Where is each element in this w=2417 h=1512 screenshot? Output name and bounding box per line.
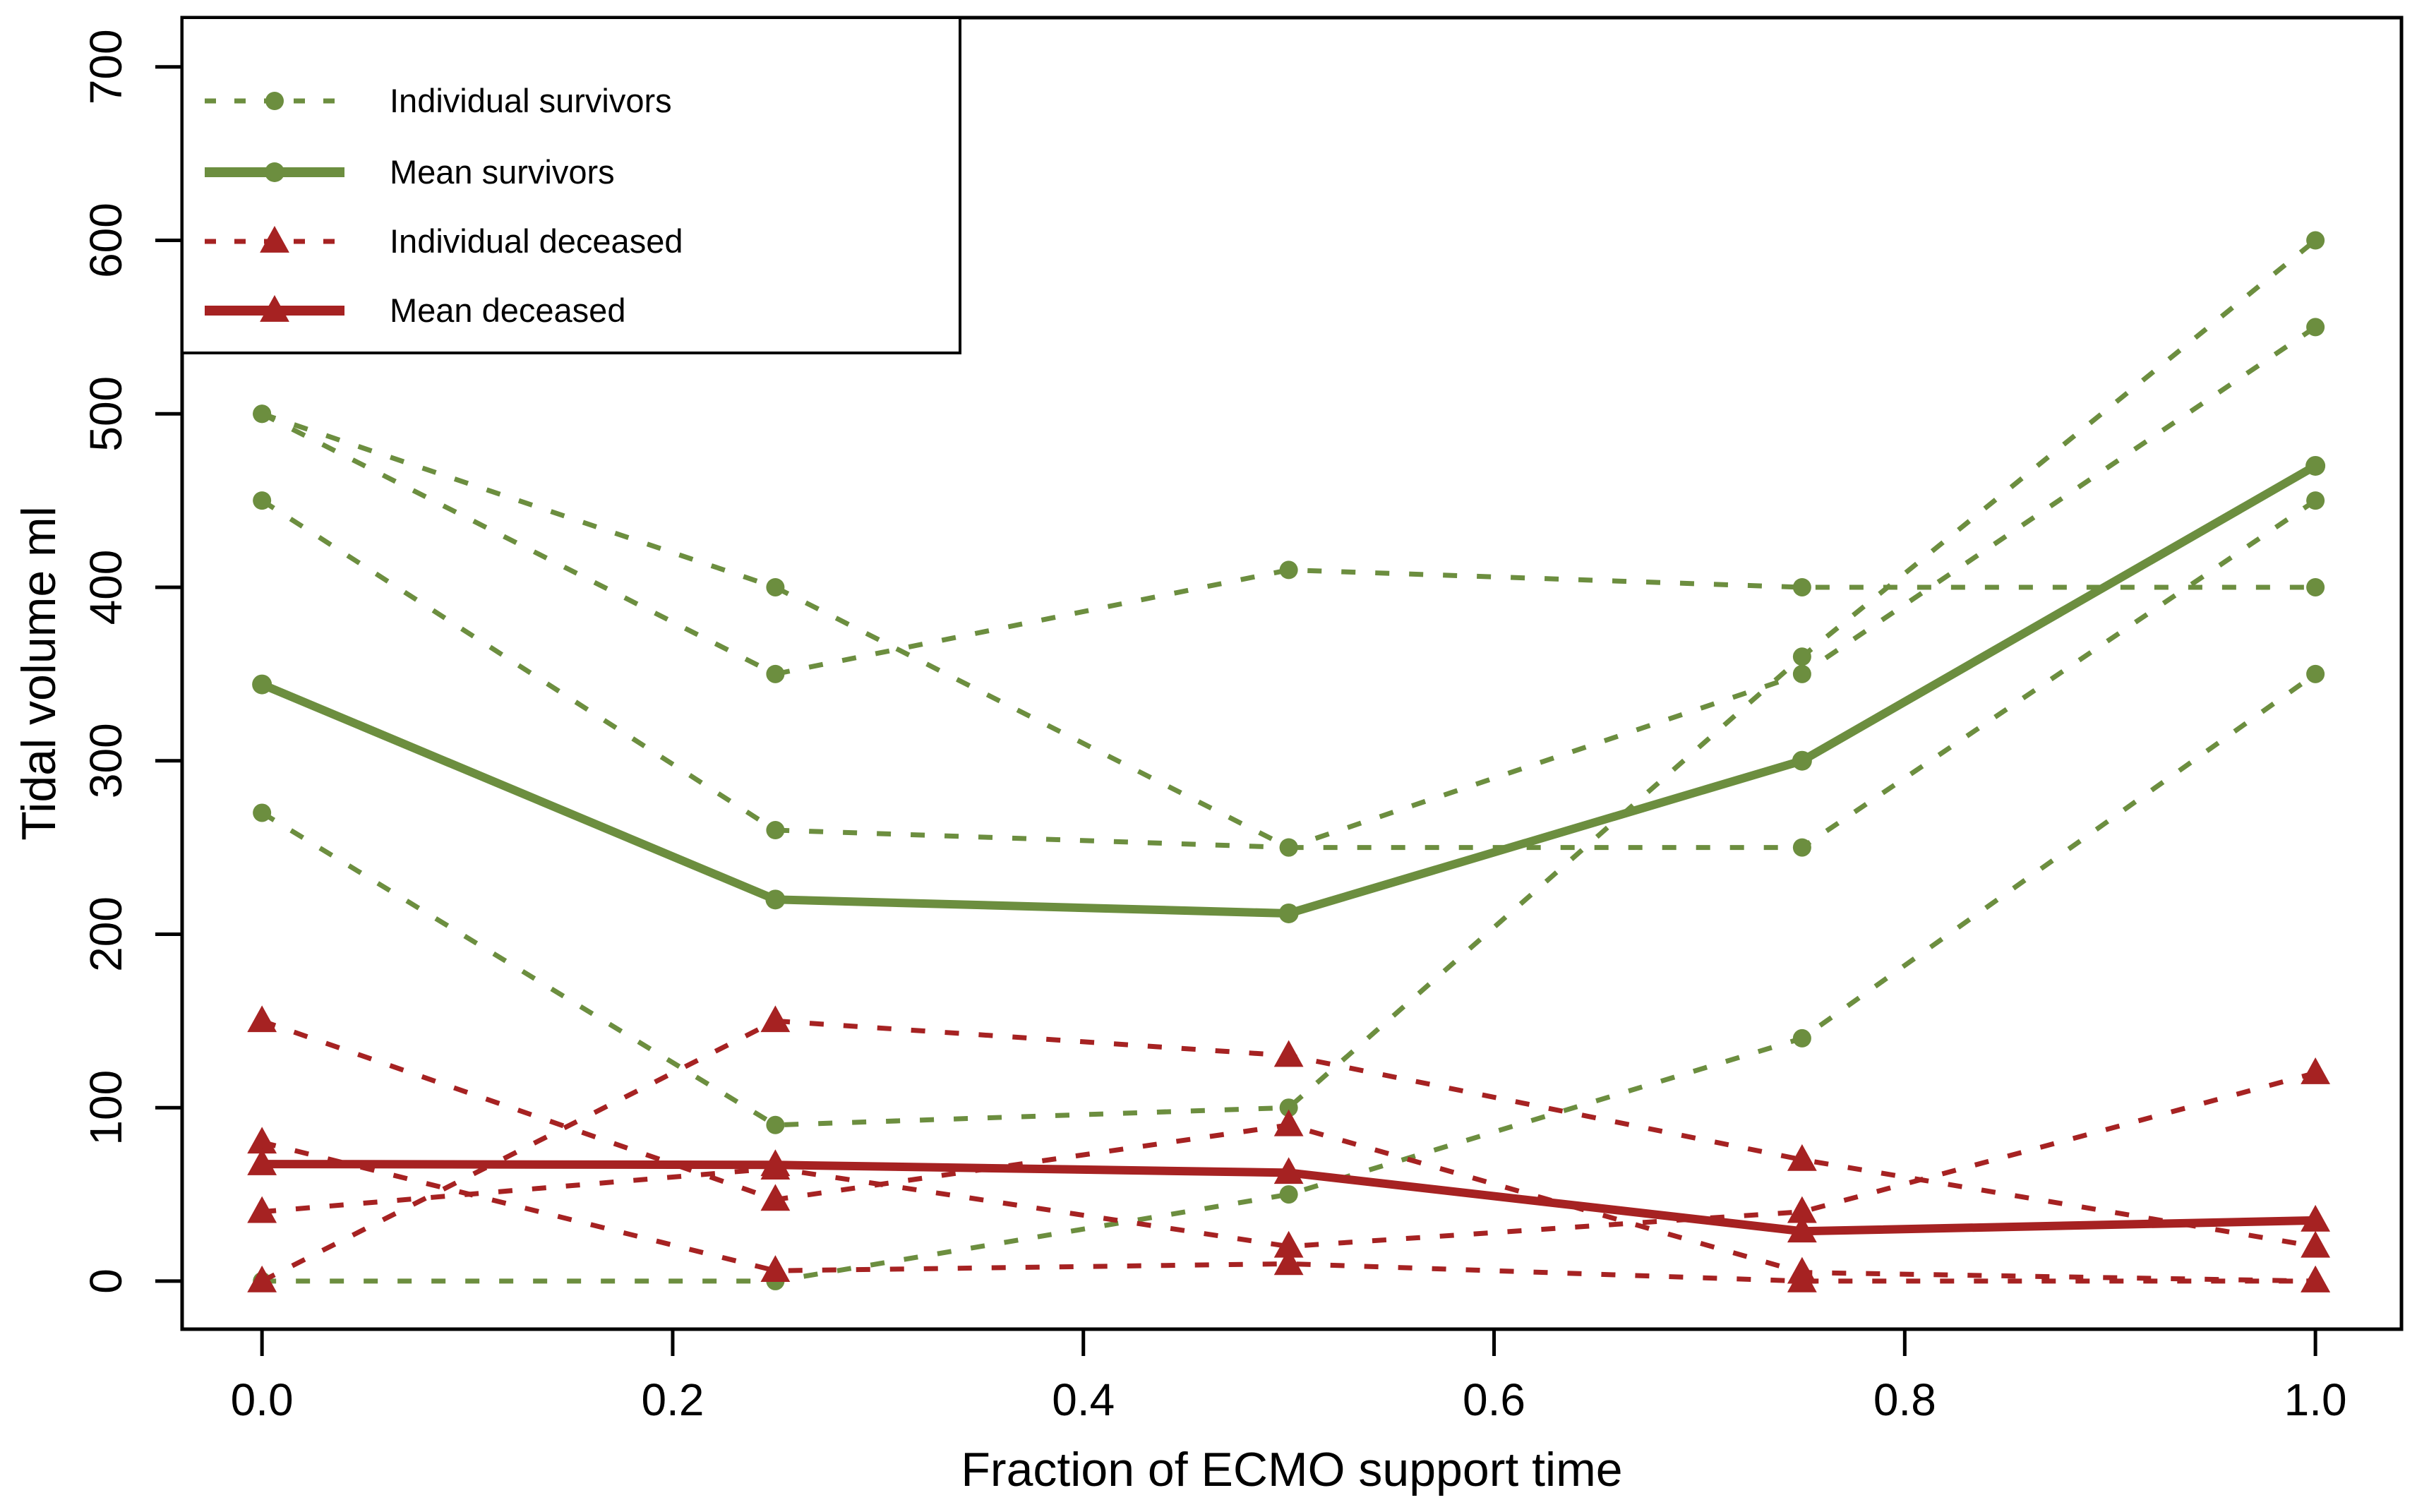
- data-point-survivor-individual-3: [1792, 664, 1811, 683]
- y-tick-label: 0: [80, 1268, 131, 1294]
- data-point-survivor-individual-2: [1792, 577, 1811, 596]
- data-point-survivor-individual-4: [253, 803, 272, 822]
- data-point-deceased-individual-1: [247, 1005, 277, 1033]
- legend-item-individual-survivors: Individual survivors: [205, 82, 672, 119]
- y-tick-label: 100: [80, 1070, 131, 1146]
- y-tick-label: 700: [80, 29, 131, 104]
- data-point-deceased-individual-4: [760, 1005, 791, 1033]
- y-axis-title: Tidal volume ml: [12, 506, 66, 841]
- series-line-survivor-individual-2: [260, 412, 2316, 677]
- series-line-survivor-individual-1: [261, 411, 2317, 851]
- data-point-survivor-individual-1: [766, 577, 785, 596]
- series-survivor-individual-4: [253, 231, 2325, 1134]
- data-point-survivor-individual-5: [2306, 664, 2325, 683]
- series-deceased-individual-4: [247, 1005, 2331, 1292]
- legend-item-mean-deceased: Mean deceased: [205, 292, 625, 329]
- x-tick-label: 1.0: [2284, 1374, 2347, 1425]
- y-tick-label: 500: [80, 376, 131, 452]
- series-survivor-mean: [252, 455, 2326, 923]
- data-point-survivor-individual-5: [1279, 1185, 1298, 1204]
- data-point-survivor-individual-2: [1279, 560, 1298, 580]
- data-point-deceased-mean: [247, 1148, 277, 1175]
- data-point-deceased-individual-4: [2301, 1230, 2331, 1258]
- data-point-survivor-individual-4: [1279, 1098, 1298, 1117]
- data-point-deceased-individual-4: [1787, 1144, 1817, 1171]
- x-tick-label: 0.6: [1463, 1374, 1525, 1425]
- data-point-survivor-individual-3: [766, 821, 785, 840]
- legend-box: [181, 16, 961, 354]
- data-point-survivor-mean: [765, 889, 786, 910]
- data-point-survivor-individual-3: [1279, 838, 1298, 857]
- legend: Individual survivors Mean survivors Indivi…: [181, 16, 961, 354]
- legend-item-label: Mean deceased: [390, 292, 625, 329]
- data-point-survivor-individual-1: [2306, 491, 2325, 510]
- data-point-deceased-individual-2: [247, 1127, 277, 1154]
- legend-item-individual-deceased: Individual deceased: [205, 222, 683, 260]
- y-tick-label: 300: [80, 723, 131, 798]
- legend-circle-icon: [265, 162, 284, 182]
- series-line-survivor-individual-5: [262, 672, 2317, 1284]
- data-point-survivor-individual-2: [253, 404, 272, 424]
- data-point-deceased-individual-1: [1273, 1109, 1304, 1136]
- y-tick-label: 200: [80, 896, 131, 972]
- series-line-deceased-individual-2: [261, 1139, 2316, 1284]
- data-point-deceased-mean: [2301, 1204, 2331, 1232]
- data-point-survivor-individual-2: [2306, 577, 2325, 596]
- y-tick-label: 400: [80, 550, 131, 625]
- data-point-deceased-mean: [760, 1149, 791, 1177]
- data-point-deceased-mean: [1787, 1216, 1817, 1243]
- x-axis: 0.0 0.2 0.4 0.6 0.8 1.0: [231, 1329, 2347, 1425]
- data-point-survivor-individual-3: [253, 491, 272, 510]
- data-point-deceased-individual-3: [247, 1196, 277, 1223]
- x-tick-label: 0.8: [1873, 1374, 1936, 1425]
- legend-circle-icon: [265, 92, 284, 110]
- x-tick-label: 0.0: [231, 1374, 294, 1425]
- data-point-deceased-individual-2: [1273, 1248, 1304, 1276]
- data-point-survivor-individual-4: [766, 1115, 785, 1134]
- x-axis-title: Fraction of ECMO support time: [961, 1443, 1622, 1496]
- series-survivor-individual-2: [253, 404, 2325, 683]
- plot-border: [180, 16, 2404, 1331]
- data-point-deceased-individual-2: [1787, 1265, 1817, 1292]
- data-point-survivor-mean: [1792, 750, 1812, 771]
- x-tick-label: 0.4: [1052, 1374, 1115, 1425]
- data-point-deceased-individual-1: [760, 1184, 791, 1211]
- data-point-deceased-individual-3: [2301, 1057, 2331, 1084]
- data-point-survivor-individual-2: [766, 664, 785, 683]
- series-deceased-individual-2: [247, 1127, 2331, 1292]
- legend-triangle-icon: [260, 295, 289, 322]
- legend-triangle-icon: [260, 226, 289, 253]
- data-point-deceased-individual-4: [1273, 1040, 1304, 1067]
- data-point-survivor-individual-4: [2306, 231, 2325, 250]
- series-line-deceased-individual-3: [261, 1070, 2317, 1249]
- data-point-survivor-individual-3: [2306, 318, 2325, 337]
- data-point-deceased-individual-4: [247, 1265, 277, 1292]
- series-deceased-mean: [247, 1148, 2331, 1243]
- legend-item-label: Individual deceased: [390, 222, 683, 260]
- data-point-survivor-individual-1: [1792, 838, 1811, 857]
- data-point-survivor-individual-5: [1792, 1028, 1811, 1048]
- data-point-deceased-mean: [1273, 1157, 1304, 1184]
- series-survivor-individual-3: [253, 318, 2325, 857]
- data-point-survivor-mean: [2305, 455, 2326, 476]
- y-axis: 0 100 200 300 400 500 600 700: [80, 29, 182, 1294]
- y-tick-label: 600: [80, 203, 131, 278]
- data-point-survivor-mean: [252, 674, 272, 695]
- legend-item-label: Mean survivors: [390, 153, 615, 191]
- data-point-survivor-individual-4: [1792, 647, 1811, 666]
- legend-item-mean-survivors: Mean survivors: [205, 153, 615, 191]
- x-tick-label: 0.2: [641, 1374, 704, 1425]
- legend-item-label: Individual survivors: [390, 82, 672, 119]
- series-layer: [247, 231, 2331, 1292]
- data-point-deceased-individual-2: [2301, 1265, 2331, 1292]
- data-point-deceased-individual-2: [760, 1255, 791, 1283]
- data-point-deceased-individual-3: [1273, 1230, 1304, 1258]
- data-point-survivor-mean: [1278, 903, 1299, 923]
- data-point-deceased-individual-3: [1787, 1196, 1817, 1223]
